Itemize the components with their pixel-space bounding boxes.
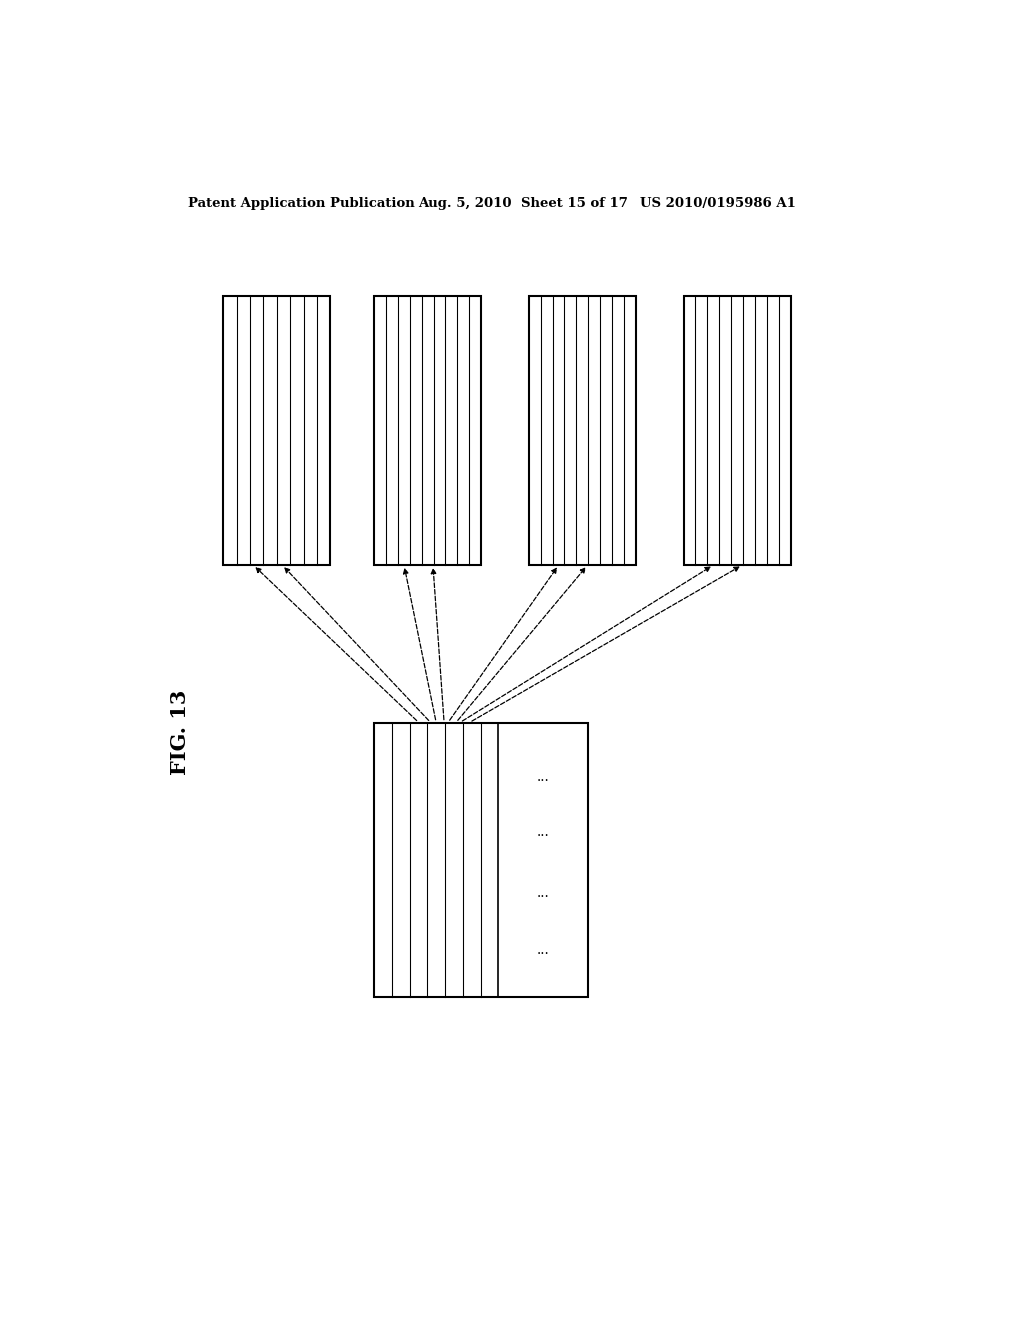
Bar <box>374 296 481 565</box>
Bar <box>223 296 331 565</box>
Text: ...: ... <box>537 771 550 784</box>
Bar <box>528 296 636 565</box>
Bar <box>374 722 588 997</box>
Text: ...: ... <box>537 886 550 900</box>
Text: Sheet 15 of 17: Sheet 15 of 17 <box>521 197 628 210</box>
Text: FIG. 13: FIG. 13 <box>170 690 189 775</box>
Text: Aug. 5, 2010: Aug. 5, 2010 <box>418 197 511 210</box>
Text: ...: ... <box>537 825 550 840</box>
Text: ...: ... <box>537 944 550 957</box>
Text: US 2010/0195986 A1: US 2010/0195986 A1 <box>640 197 796 210</box>
Text: Patent Application Publication: Patent Application Publication <box>187 197 415 210</box>
Bar <box>684 296 791 565</box>
